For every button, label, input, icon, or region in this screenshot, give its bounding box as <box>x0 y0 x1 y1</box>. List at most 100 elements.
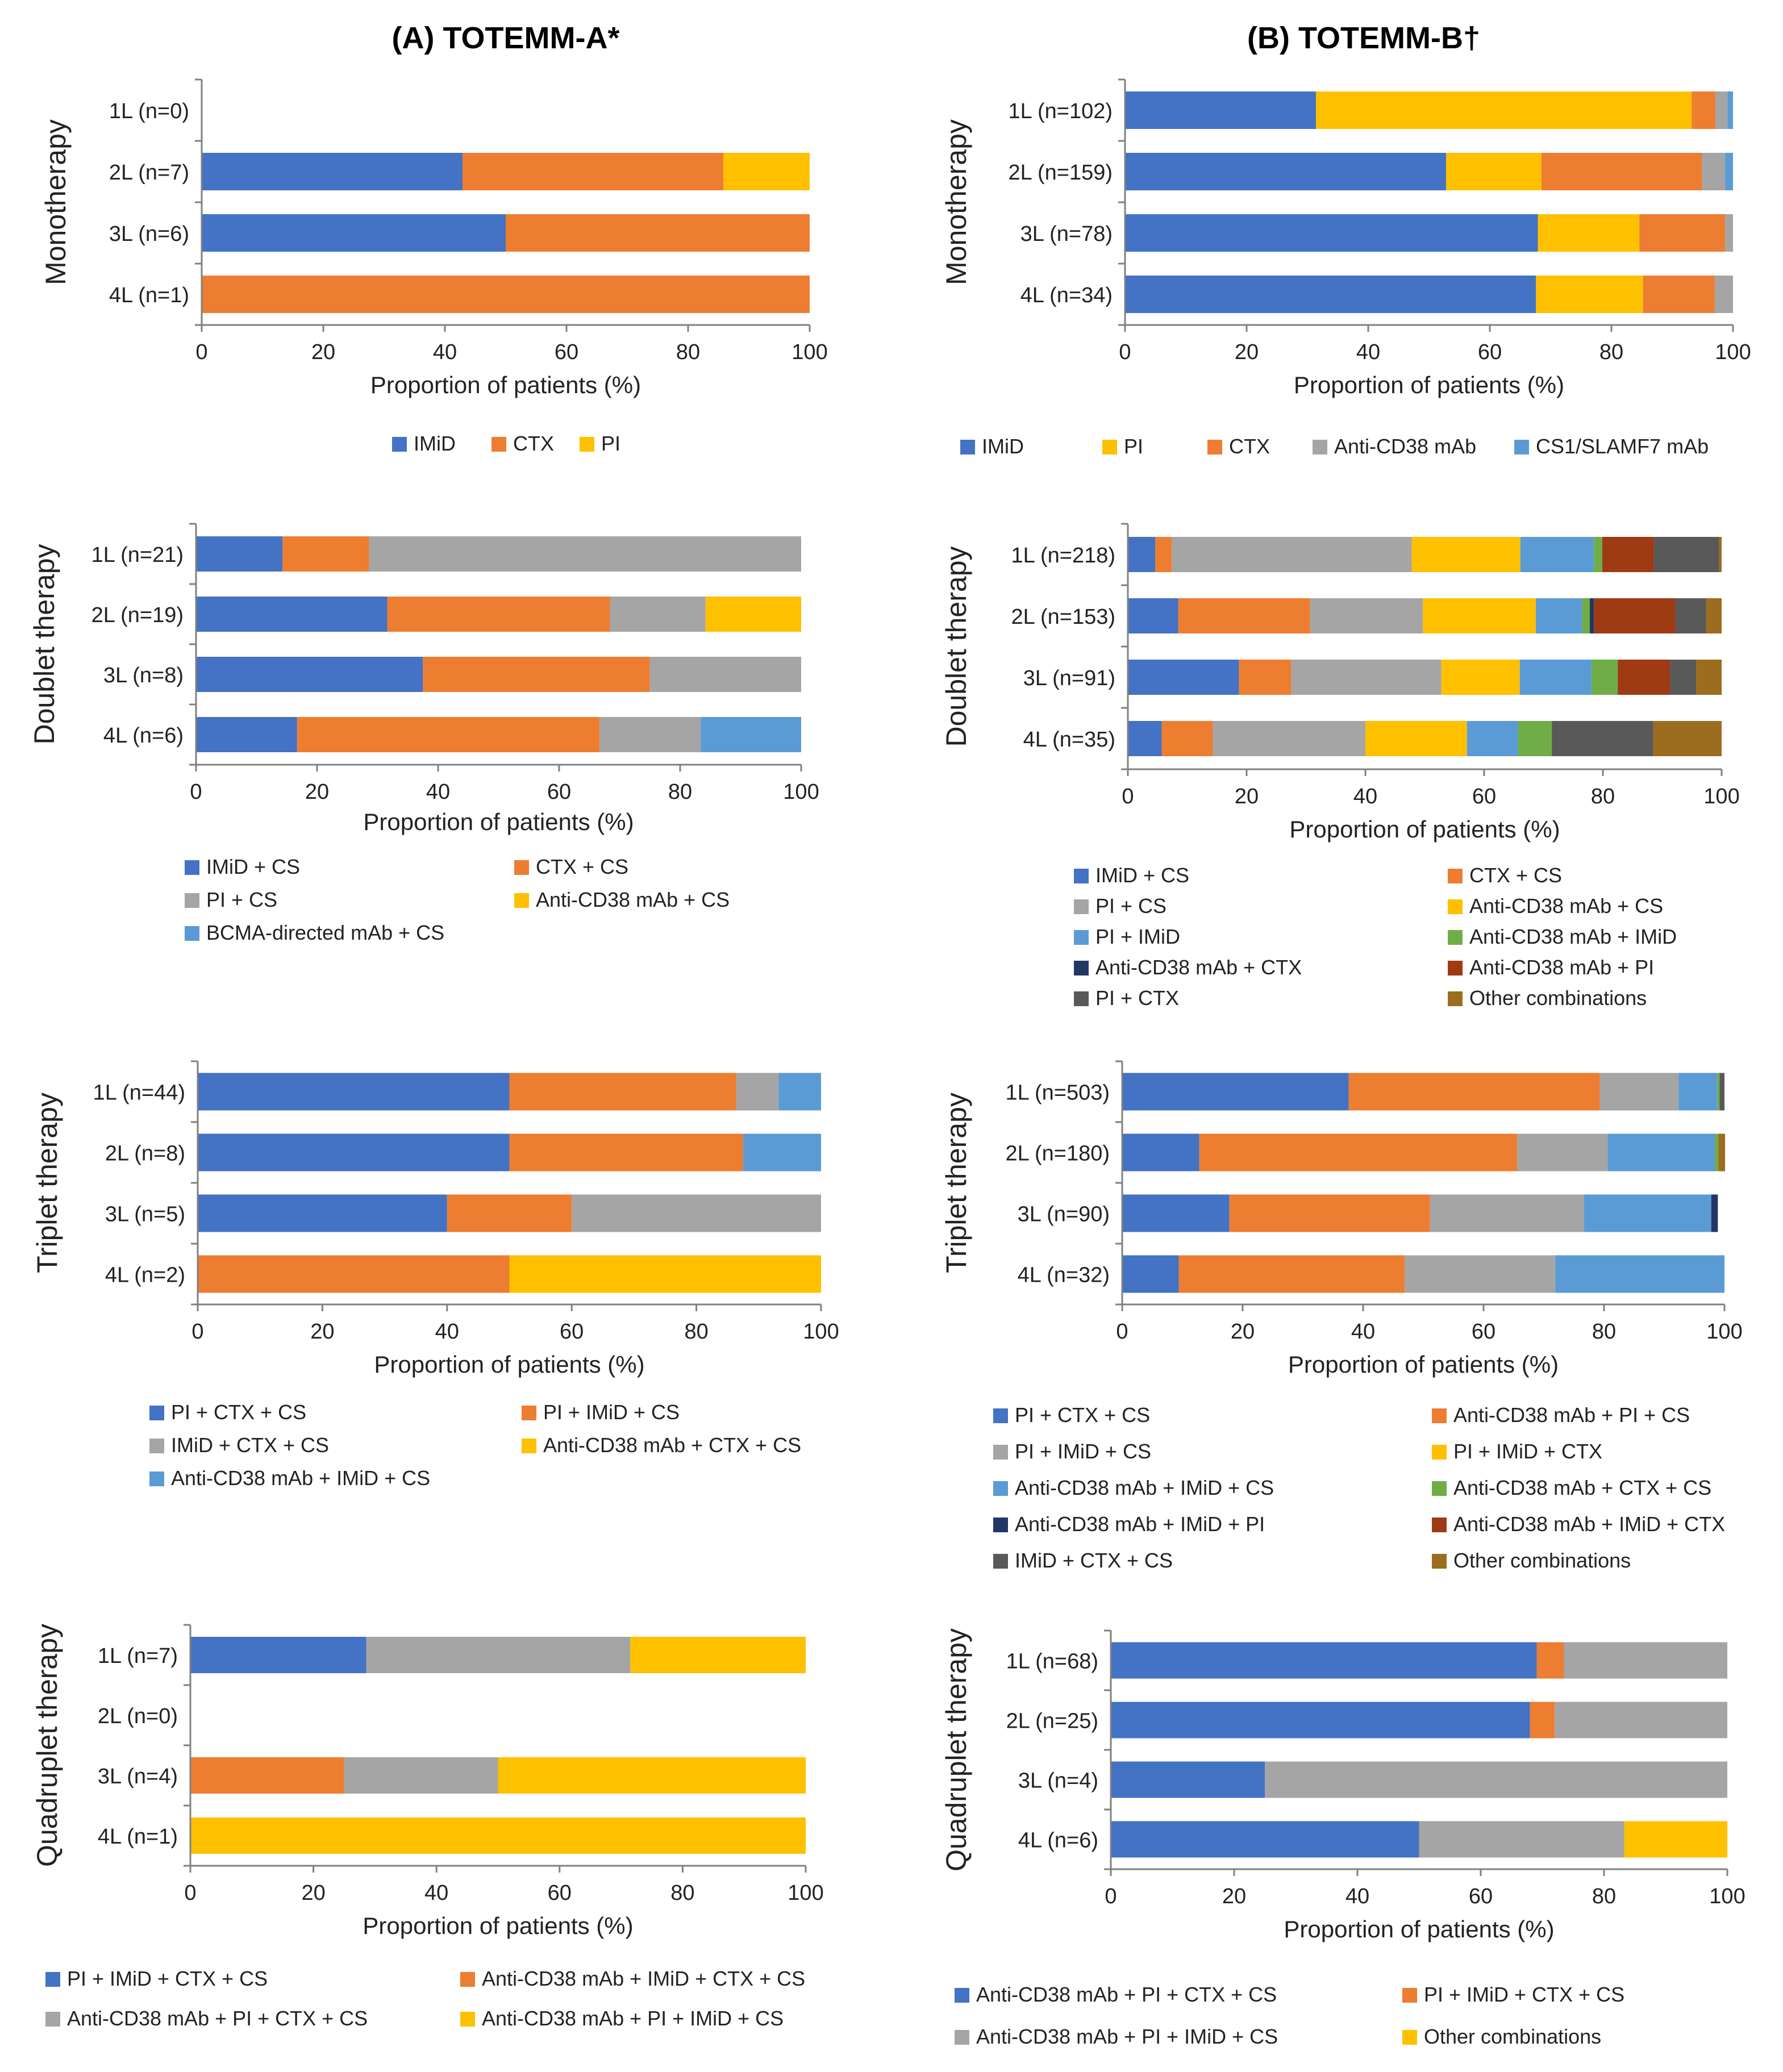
category-label: 1L (n=218) <box>1011 544 1115 568</box>
legend-label: IMiD <box>414 432 456 455</box>
legend-label: PI + IMiD <box>1095 925 1180 948</box>
legend-label: CS1/SLAMF7 mAb <box>1536 435 1709 458</box>
legend-label: IMiD + CTX + CS <box>1015 1549 1173 1572</box>
bar-segment <box>1590 598 1594 633</box>
bar-segment <box>447 1194 572 1232</box>
legend-label: Anti-CD38 mAb + IMiD + CTX <box>1453 1512 1725 1536</box>
legend-swatch <box>1432 1408 1447 1423</box>
legend-swatch <box>1074 991 1089 1006</box>
x-axis-title: Proportion of patients (%) <box>1289 816 1560 843</box>
bar-segment <box>1530 1702 1555 1739</box>
bar-segment <box>202 276 810 313</box>
bar-segment <box>498 1757 806 1794</box>
legend-label: Anti-CD38 mAb + PI + CTX + CS <box>976 1983 1277 2006</box>
x-axis-title: Proportion of patients (%) <box>374 1351 644 1378</box>
legend-label: Anti-CD38 mAb + IMiD + CTX + CS <box>482 1967 805 1990</box>
bar-segment <box>1718 1133 1726 1172</box>
legend-label: Anti-CD38 mAb + CS <box>1469 894 1663 918</box>
bar-segment <box>1111 1702 1530 1739</box>
legend-label: PI + CS <box>206 888 277 911</box>
x-tick-label: 100 <box>1715 340 1751 364</box>
bar-segment <box>743 1133 821 1172</box>
bar-segment <box>366 1637 631 1673</box>
x-tick-label: 40 <box>424 1881 448 1905</box>
x-tick-label: 20 <box>305 780 329 804</box>
bar-segment <box>1599 1073 1679 1111</box>
x-tick-label: 100 <box>783 780 819 804</box>
bar-segment <box>1213 721 1365 756</box>
legend-label: Other combinations <box>1424 2025 1601 2048</box>
legend-label: CTX + CS <box>1469 864 1562 887</box>
legend-label: IMiD + CS <box>206 855 300 878</box>
category-label: 4L (n=6) <box>103 724 184 748</box>
legend-label: PI + CTX + CS <box>171 1400 306 1424</box>
legend-swatch <box>522 1406 536 1420</box>
bar-segment <box>1348 1073 1600 1111</box>
x-tick-label: 40 <box>1353 785 1377 808</box>
x-tick-label: 80 <box>676 340 700 364</box>
legend-label: Anti-CD38 mAb <box>1334 435 1476 458</box>
bar-segment <box>1111 1821 1419 1858</box>
x-tick-label: 80 <box>1592 1320 1616 1344</box>
bar-segment <box>1675 598 1706 633</box>
bar-segment <box>1727 91 1733 129</box>
x-axis-title: Proportion of patients (%) <box>1284 1916 1554 1942</box>
legend-swatch <box>1448 899 1463 914</box>
legend-swatch <box>1074 961 1089 975</box>
bar-segment <box>1161 721 1213 756</box>
category-label: 2L (n=180) <box>1006 1142 1110 1166</box>
bar-segment <box>1419 1821 1624 1858</box>
x-tick-label: 100 <box>788 1881 823 1905</box>
bar-segment <box>463 153 724 190</box>
chart-B-triplet: 1L (n=503) 2L (n=180) 3L (n=90) 4L (n=32) 0 2… <box>940 1060 1743 1572</box>
legend-label: PI + IMiD + CTX <box>1453 1440 1602 1463</box>
category-label: 4L (n=1) <box>98 1825 178 1849</box>
legend-swatch <box>1402 2030 1417 2045</box>
category-label: 2L (n=25) <box>1006 1710 1098 1733</box>
bar-segment <box>705 597 801 632</box>
legend-swatch <box>1313 440 1327 455</box>
category-label: 3L (n=4) <box>1018 1769 1098 1793</box>
x-tick-label: 40 <box>433 340 457 364</box>
bar-segment <box>1405 1255 1556 1293</box>
bar-segment <box>1552 721 1653 756</box>
bar-segment <box>1535 598 1582 633</box>
bar-segment <box>202 153 463 190</box>
x-tick-label: 40 <box>435 1320 459 1344</box>
legend-swatch <box>1102 440 1117 455</box>
bar-segment <box>630 1637 806 1673</box>
bar-segment <box>344 1757 498 1794</box>
legend-swatch <box>1432 1554 1447 1569</box>
bar-segment <box>1520 537 1594 572</box>
bar-segment <box>1594 598 1676 633</box>
bar-segment <box>1538 214 1640 252</box>
bar-segment <box>196 597 388 632</box>
bar-segment <box>1519 660 1592 695</box>
category-label: 1L (n=7) <box>98 1644 178 1668</box>
chart-A-mono: 1L (n=0) 2L (n=7) 3L (n=6) 4L (n=1) 0 20 40 60 8… <box>40 78 828 455</box>
bar-segment <box>190 1817 806 1854</box>
category-label: 1L (n=44) <box>93 1081 185 1105</box>
x-axis-title: Proportion of patients (%) <box>363 1912 633 1939</box>
bar-segment <box>1122 1073 1349 1111</box>
legend-label: PI <box>601 432 620 455</box>
bar-segment <box>1122 1255 1179 1293</box>
bar-segment <box>1128 721 1162 756</box>
y-axis-title: Monotherapy <box>40 119 72 285</box>
bar-segment <box>1715 1133 1719 1172</box>
bar-segment <box>1128 598 1178 633</box>
bar-segment <box>701 717 801 752</box>
x-tick-label: 0 <box>184 1881 196 1905</box>
bar-segment <box>1178 1255 1405 1293</box>
legend-swatch <box>1448 930 1463 945</box>
bar-segment <box>196 536 283 572</box>
bar-segment <box>1128 537 1156 572</box>
x-tick-label: 60 <box>560 1320 584 1344</box>
x-tick-label: 20 <box>301 1881 325 1905</box>
bar-segment <box>1315 91 1692 129</box>
category-label: 3L (n=5) <box>105 1203 185 1227</box>
bar-segment <box>1711 1194 1718 1232</box>
bar-segment <box>1536 1642 1564 1679</box>
bar-segment <box>1155 537 1172 572</box>
legend-swatch <box>45 2012 60 2027</box>
